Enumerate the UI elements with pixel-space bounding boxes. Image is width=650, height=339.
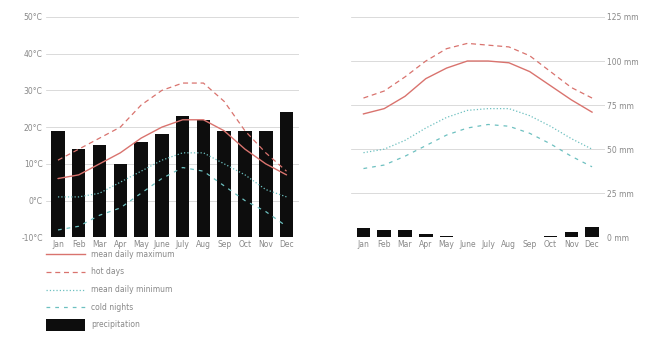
Text: precipitation: precipitation — [91, 320, 140, 329]
Text: hot days: hot days — [91, 267, 124, 276]
Bar — [155, 135, 168, 237]
Bar — [72, 149, 86, 237]
Bar — [135, 142, 148, 237]
Bar — [238, 131, 252, 237]
Bar — [218, 131, 231, 237]
Bar — [259, 131, 272, 237]
Bar — [440, 236, 453, 237]
Bar — [378, 230, 391, 237]
Text: mean daily minimum: mean daily minimum — [91, 285, 172, 294]
Bar — [543, 236, 557, 237]
Text: cold nights: cold nights — [91, 303, 133, 312]
Bar — [564, 232, 578, 237]
Bar — [197, 120, 210, 237]
Bar — [280, 113, 293, 237]
Bar — [398, 230, 412, 237]
Bar — [114, 164, 127, 237]
Text: mean daily maximum: mean daily maximum — [91, 250, 174, 259]
Bar — [93, 145, 107, 237]
Bar — [419, 234, 432, 237]
Bar — [51, 131, 65, 237]
Bar — [176, 116, 189, 237]
Bar — [357, 228, 370, 237]
Bar — [585, 227, 599, 237]
